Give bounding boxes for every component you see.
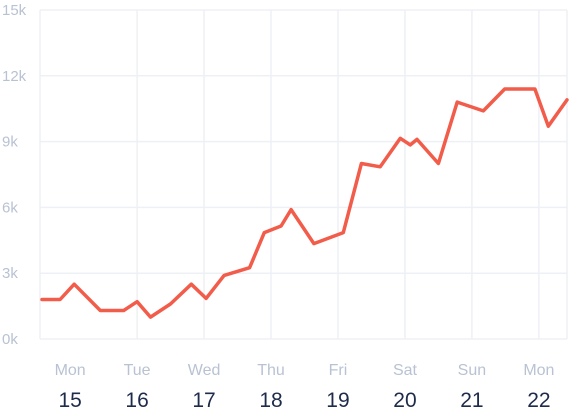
x-tick-date-label: 15 (58, 389, 81, 412)
y-axis: 0k 3k 6k 9k 12k 15k (2, 2, 27, 348)
x-tick-date-label: 19 (326, 389, 349, 412)
x-tick-day-label: Tue (124, 362, 151, 379)
y-tick-label: 3k (2, 265, 18, 282)
x-tick-day-label: Sat (393, 362, 418, 379)
x-tick-day-label: Mon (55, 362, 86, 379)
x-tick-day-label: Wed (188, 362, 221, 379)
x-tick-date-label: 17 (192, 389, 215, 412)
x-tick-date-label: 18 (259, 389, 282, 412)
y-tick-label: 6k (2, 199, 18, 216)
x-tick-day-label: Mon (523, 362, 554, 379)
y-tick-label: 9k (2, 134, 18, 151)
x-tick-date-label: 20 (393, 389, 416, 412)
y-tick-label: 12k (2, 68, 27, 85)
grid-layer (40, 10, 567, 339)
series-layer (42, 89, 567, 317)
x-tick-date-label: 21 (460, 389, 483, 412)
x-tick-date-label: 22 (527, 389, 550, 412)
x-tick-date-label: 16 (125, 389, 148, 412)
y-tick-label: 15k (2, 2, 27, 19)
x-tick-day-label: Fri (329, 362, 348, 379)
x-tick-day-label: Thu (257, 362, 285, 379)
x-tick-day-label: Sun (458, 362, 486, 379)
x-axis: Mon 15 Tue 16 Wed 17 Thu 18 Fri 19 Sat 20 Sun 21 Mon 22 (55, 362, 555, 412)
y-tick-label: 0k (2, 331, 18, 348)
series-line (42, 89, 567, 317)
